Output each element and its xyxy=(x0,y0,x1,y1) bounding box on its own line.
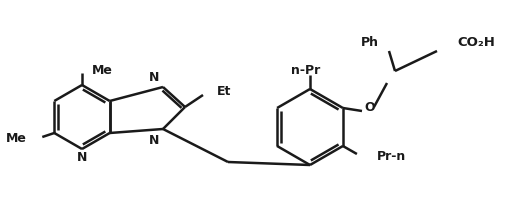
Text: Me: Me xyxy=(92,64,113,77)
Text: N: N xyxy=(77,151,87,164)
Text: Me: Me xyxy=(5,131,26,144)
Text: Ph: Ph xyxy=(361,35,379,48)
Text: N: N xyxy=(148,133,159,146)
Text: Et: Et xyxy=(217,85,232,98)
Text: O: O xyxy=(364,101,375,114)
Text: N: N xyxy=(148,71,159,84)
Text: Pr-n: Pr-n xyxy=(377,150,406,163)
Text: CO₂H: CO₂H xyxy=(457,35,495,48)
Text: n-Pr: n-Pr xyxy=(292,63,321,76)
